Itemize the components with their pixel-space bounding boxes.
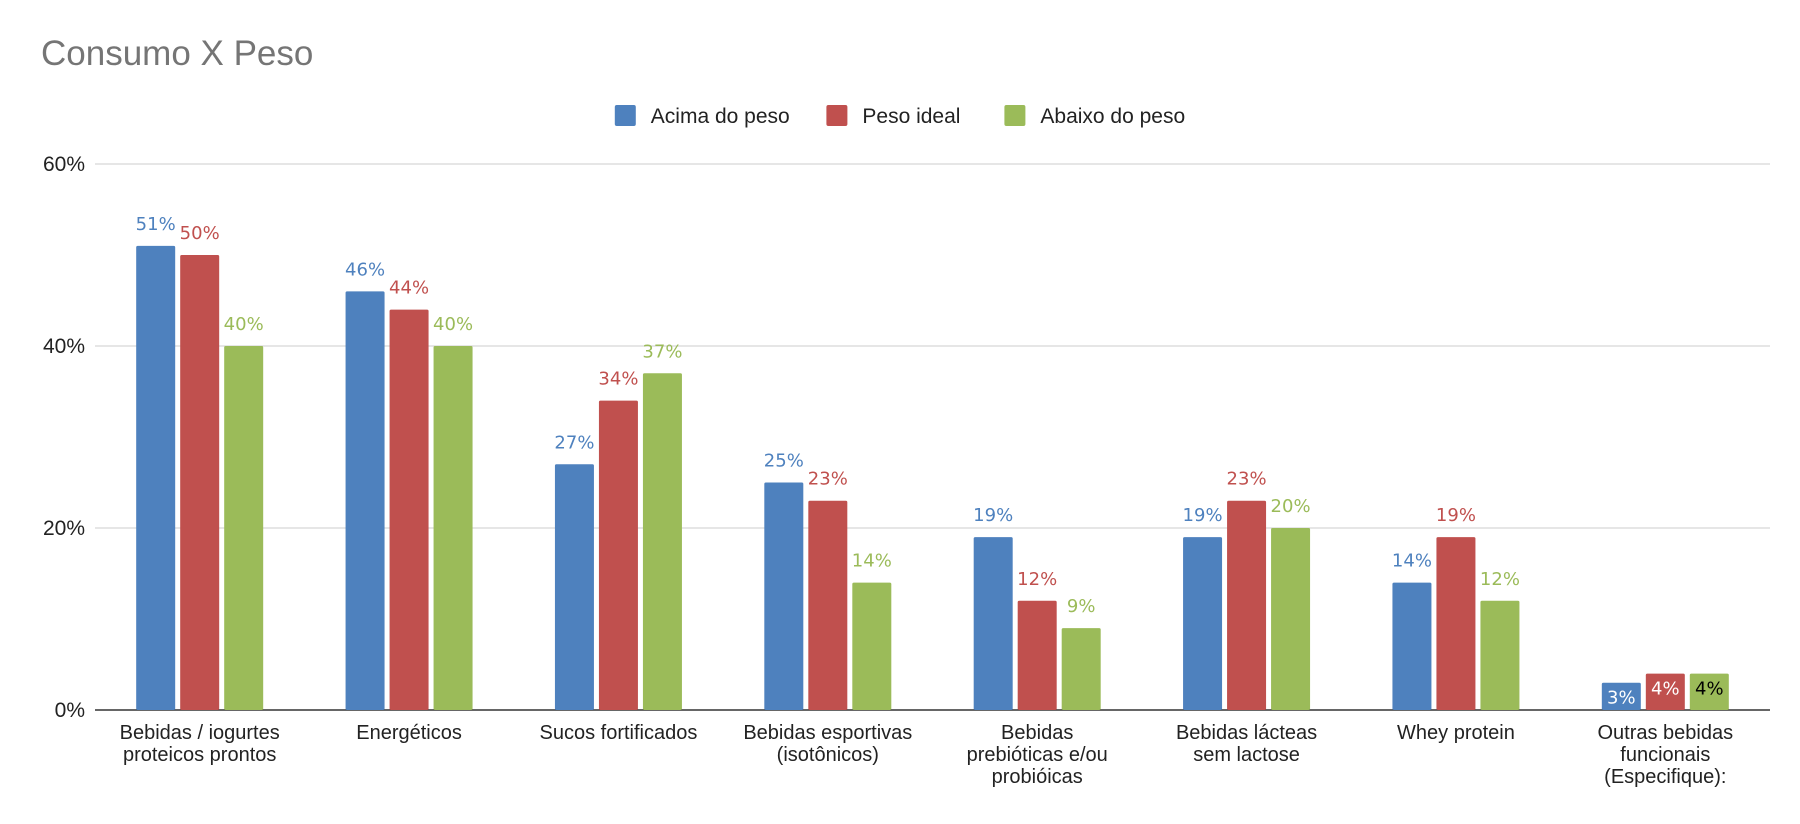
legend-label: Peso ideal xyxy=(862,105,960,128)
bar xyxy=(1183,537,1223,710)
data-label: 20% xyxy=(1271,496,1311,517)
y-tick-label: 0% xyxy=(55,699,85,722)
bar xyxy=(1480,600,1520,710)
data-label: 9% xyxy=(1067,596,1096,617)
bar xyxy=(1017,600,1057,710)
bar xyxy=(1227,500,1267,710)
y-tick-label: 40% xyxy=(43,335,85,358)
bar xyxy=(1645,673,1685,710)
data-label: 25% xyxy=(764,451,804,472)
x-category-label: Bebidas esportivas xyxy=(743,722,912,744)
x-category-label: Bebidas lácteas xyxy=(1176,722,1317,744)
bar xyxy=(973,537,1013,710)
data-label: 27% xyxy=(554,432,594,453)
y-tick-label: 60% xyxy=(43,153,85,176)
data-labels: 51% 50%40%46%44%40%27%34%37%25%23%14%19%1… xyxy=(136,214,1724,709)
x-category-label: Bebidas / iogurtes xyxy=(120,722,280,744)
x-category-label: (isotônicos) xyxy=(777,744,879,766)
data-label: 12% xyxy=(1480,569,1520,590)
x-category-label: prebióticas e/ou xyxy=(967,744,1108,766)
bar xyxy=(1601,682,1641,710)
bar xyxy=(808,500,848,710)
data-label: 19% xyxy=(1436,505,1476,526)
bar xyxy=(389,309,429,710)
data-label: 50% xyxy=(180,223,220,244)
data-label: 51% xyxy=(136,214,176,235)
data-label: 40% xyxy=(433,314,473,335)
x-category-label: Whey protein xyxy=(1397,722,1515,744)
x-category-label: funcionais xyxy=(1620,744,1710,766)
bar xyxy=(433,346,473,710)
data-label: 34% xyxy=(598,369,638,390)
bar xyxy=(224,346,264,710)
x-category-label: probióicas xyxy=(992,766,1083,788)
bar xyxy=(1689,673,1729,710)
data-label: 4% xyxy=(1651,679,1680,700)
bar xyxy=(764,482,804,710)
bar xyxy=(852,582,892,710)
data-label: 19% xyxy=(1183,505,1223,526)
x-category-label: Energéticos xyxy=(356,722,462,744)
data-label: 3% xyxy=(1607,688,1636,709)
bar xyxy=(598,400,638,710)
legend-swatch xyxy=(1004,105,1026,126)
bar xyxy=(1436,537,1476,710)
legend-swatch xyxy=(614,105,636,126)
x-category-label: Bebidas xyxy=(1001,722,1073,744)
bar xyxy=(1271,528,1311,710)
data-label: 4% xyxy=(1695,679,1724,700)
bar xyxy=(554,464,594,710)
bar xyxy=(136,245,176,710)
x-category-label: sem lactose xyxy=(1193,744,1300,766)
data-label: 40% xyxy=(224,314,264,335)
bar xyxy=(180,255,220,710)
bar xyxy=(1392,582,1432,710)
chart-title: Consumo X Peso xyxy=(41,34,314,73)
data-label: 44% xyxy=(389,278,429,299)
bar xyxy=(1061,628,1101,710)
data-label: 23% xyxy=(808,469,848,490)
x-category-label: Sucos fortificados xyxy=(540,722,698,744)
data-label: 37% xyxy=(642,341,682,362)
bars xyxy=(136,245,1729,710)
data-label: 23% xyxy=(1227,469,1267,490)
bar xyxy=(642,373,682,710)
legend: Acima do peso Peso ideal Abaixo do peso xyxy=(614,105,1185,128)
x-category-label: proteicos prontos xyxy=(123,744,276,766)
data-label: 14% xyxy=(1392,551,1432,572)
data-label: 14% xyxy=(852,551,892,572)
legend-label: Acima do peso xyxy=(651,105,790,128)
data-label: 46% xyxy=(345,259,385,280)
bar xyxy=(345,291,385,710)
legend-label: Abaixo do peso xyxy=(1040,105,1185,128)
x-category-label: (Especifique): xyxy=(1604,766,1726,788)
y-tick-label: 20% xyxy=(43,517,85,540)
data-label: 12% xyxy=(1017,569,1057,590)
data-label: 19% xyxy=(973,505,1013,526)
y-axis-ticks: 0% 20% 40% 60% xyxy=(43,153,85,722)
x-category-label: Outras bebidas xyxy=(1597,722,1733,744)
legend-swatch xyxy=(826,105,848,126)
